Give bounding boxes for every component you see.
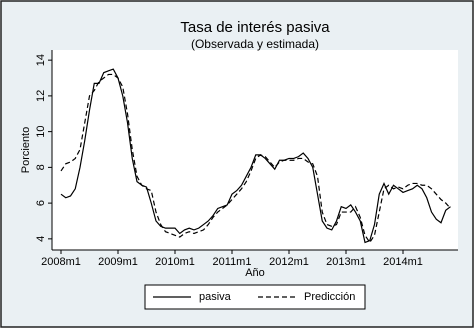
- chart-subtitle: (Observada y estimada): [191, 37, 319, 51]
- plot-region: [52, 50, 458, 250]
- x-tick-label: 2014m1: [383, 256, 423, 268]
- x-tick-label: 2010m1: [155, 256, 195, 268]
- y-tick-label: 12: [35, 90, 47, 102]
- y-tick-label: 8: [35, 164, 47, 170]
- x-tick-label: 2011m1: [213, 256, 252, 268]
- y-tick-label: 10: [35, 126, 47, 138]
- x-tick-label: 2013m1: [326, 256, 366, 268]
- x-tick-label: 2009m1: [98, 256, 138, 268]
- series-line: [60, 73, 451, 244]
- y-tick-label: 6: [35, 200, 47, 206]
- legend-label: Predicción: [304, 291, 355, 303]
- y-tick-label: 4: [35, 236, 47, 242]
- legend-label: pasiva: [199, 291, 232, 303]
- x-tick-label: 2008m1: [41, 256, 81, 268]
- y-tick-label: 14: [35, 54, 47, 66]
- x-tick-label: 2012m1: [269, 256, 309, 268]
- x-axis-label: Año: [245, 267, 265, 279]
- chart-title: Tasa de interés pasiva: [180, 19, 330, 36]
- y-axis-label: Porciento: [20, 127, 32, 173]
